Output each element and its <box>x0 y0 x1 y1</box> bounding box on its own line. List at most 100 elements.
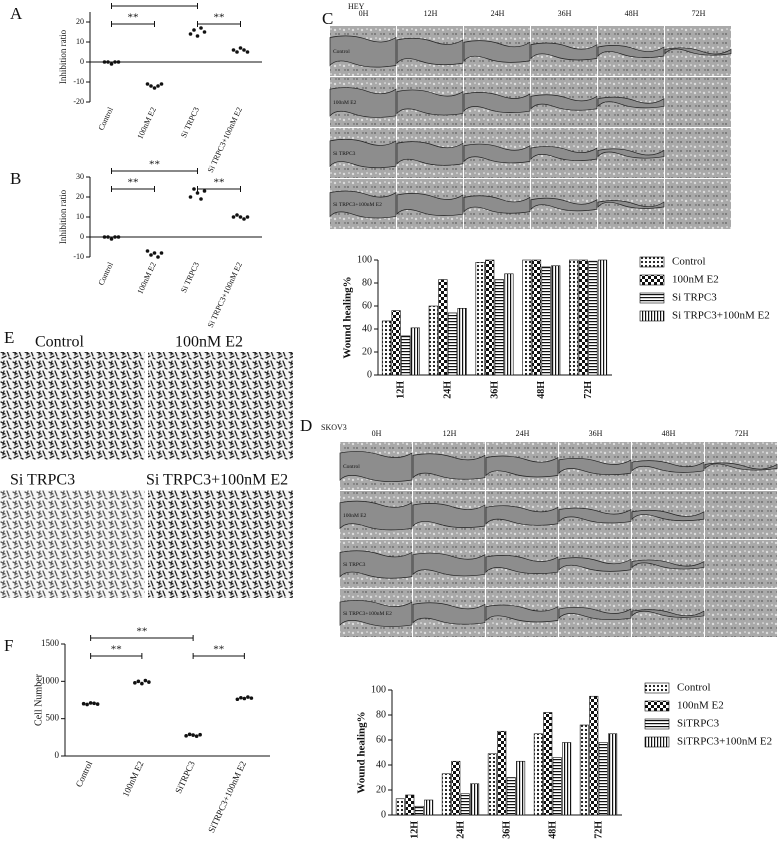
y-tick-label: 40 <box>376 759 386 770</box>
panel-letter: F <box>4 636 13 655</box>
data-point <box>238 215 243 219</box>
bar <box>504 273 514 376</box>
significance-label: ** <box>214 12 225 24</box>
y-tick-label: 1500 <box>41 638 60 648</box>
wound-area <box>704 462 778 471</box>
bar <box>516 760 526 816</box>
x-tick-label: Control <box>96 260 115 287</box>
bar <box>451 760 461 816</box>
x-tick-label: 24H <box>442 381 453 399</box>
data-point <box>116 60 121 64</box>
data-point <box>239 695 243 700</box>
y-tick-label: 60 <box>362 300 372 311</box>
time-label: 36H <box>558 9 572 18</box>
wound-area <box>558 507 632 524</box>
wound-area <box>339 600 413 627</box>
legend-swatch <box>644 682 670 694</box>
wound-area <box>558 606 632 621</box>
data-point <box>145 249 150 253</box>
data-point <box>199 197 203 201</box>
wound-area <box>339 500 413 531</box>
row-label: Control <box>333 49 350 55</box>
data-point <box>202 30 207 34</box>
data-point <box>242 696 247 701</box>
legend-swatch <box>639 256 665 268</box>
panel-letter: C <box>322 9 333 28</box>
wound-area <box>485 555 559 574</box>
wound-area <box>597 96 665 109</box>
time-label: 0H <box>372 429 382 438</box>
data-point <box>140 681 144 686</box>
x-tick-label: 24H <box>455 821 466 839</box>
data-point <box>102 60 107 64</box>
panel-letter: E <box>4 328 14 347</box>
legend-label: Control <box>677 682 711 694</box>
data-point <box>152 86 157 90</box>
x-tick-label: Si TRPC3+100nM E2 <box>206 261 244 329</box>
y-axis-label: Inhibition ratio <box>58 189 68 244</box>
wound-area <box>339 550 413 579</box>
legend-swatch <box>644 718 670 730</box>
condition-label: Si TRPC3 <box>10 472 75 489</box>
bar <box>470 783 480 816</box>
row-label: Control <box>343 464 360 470</box>
data-point <box>199 26 203 30</box>
x-tick-label: 100nM E2 <box>135 261 158 296</box>
wound-area <box>597 45 665 58</box>
migration-image <box>148 352 293 460</box>
legend-label: Control <box>672 256 706 268</box>
bar <box>460 793 470 816</box>
wound-area <box>558 457 632 476</box>
cell-line-label: HEY <box>348 2 365 11</box>
data-point <box>136 679 141 684</box>
y-tick-label: 80 <box>362 277 372 288</box>
legend-label: Si TRPC3+100nM E2 <box>672 310 770 322</box>
wound-area <box>396 37 464 66</box>
significance-label: ** <box>149 159 160 171</box>
data-point <box>159 82 164 86</box>
wound-area <box>396 193 464 216</box>
y-tick-label: 80 <box>376 709 386 720</box>
wound-area <box>485 455 559 478</box>
data-point <box>133 681 137 685</box>
bar <box>569 259 579 376</box>
data-point <box>106 60 110 64</box>
time-label: 24H <box>516 429 530 438</box>
y-tick-label: 30 <box>76 172 84 181</box>
wound-area <box>530 94 598 111</box>
y-tick-label: 0 <box>381 809 386 820</box>
micrograph <box>705 491 777 539</box>
data-point <box>235 213 239 217</box>
bar <box>541 266 551 376</box>
panel-letter: D <box>300 416 312 435</box>
legend-label: SiTRPC3 <box>677 718 720 730</box>
x-tick-label: 12H <box>396 381 407 399</box>
significance-label: ** <box>136 626 147 638</box>
data-point <box>231 215 236 219</box>
y-axis-label: Wound healing% <box>342 276 354 358</box>
legend-swatch <box>644 736 670 748</box>
bar <box>410 327 420 376</box>
bar <box>562 742 572 816</box>
legend-swatch <box>639 292 665 304</box>
x-tick-label: SiTRPC3+100nM E2 <box>206 759 248 834</box>
wound-area <box>631 559 705 570</box>
wound-area <box>412 453 486 480</box>
x-tick-label: Si TRPC3 <box>179 106 201 139</box>
data-point <box>159 251 164 255</box>
time-label: 48H <box>625 9 639 18</box>
y-tick-label: 40 <box>362 323 372 334</box>
data-point <box>95 702 100 706</box>
y-tick-label: 0 <box>80 57 84 66</box>
significance-label: ** <box>214 177 225 189</box>
time-label: 72H <box>735 429 749 438</box>
wound-area <box>412 503 486 528</box>
time-label: 48H <box>662 429 676 438</box>
legend-swatch <box>644 700 670 712</box>
bar <box>533 733 543 816</box>
legend-label: Si TRPC3 <box>672 292 717 304</box>
wound-area <box>396 141 464 166</box>
x-tick-label: Control <box>96 105 115 132</box>
wound-area <box>412 602 486 625</box>
